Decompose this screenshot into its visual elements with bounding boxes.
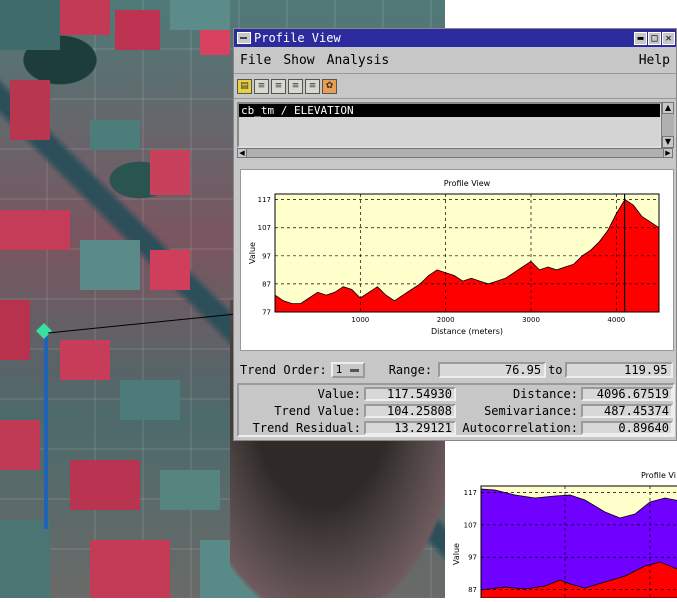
layer-tool-2-icon[interactable]: ≡ — [271, 78, 286, 94]
semivariance-field: 487.45374 — [581, 403, 673, 418]
layer-list-hscroll[interactable]: ◀ ▶ — [237, 148, 673, 158]
x-tick-label: 2000 — [437, 316, 455, 324]
range-max-field[interactable]: 119.95 — [564, 362, 673, 378]
scroll-down-icon[interactable]: ▼ — [662, 136, 674, 148]
scroll-right-icon[interactable]: ▶ — [663, 148, 673, 158]
scroll-up-icon[interactable]: ▲ — [662, 102, 674, 114]
transect-endpoint-marker[interactable] — [36, 323, 52, 339]
profile-chart[interactable]: Profile View 1000 2000 3000 4000 77 87 97 107 117… — [241, 170, 673, 350]
minimize-icon[interactable]: ▬ — [634, 31, 647, 45]
y-tick-label: 117 — [464, 489, 477, 497]
y-tick-label: 97 — [262, 252, 271, 260]
value-label: Value: — [317, 386, 361, 401]
trend-residual-label: Trend Residual: — [252, 420, 361, 435]
trend-value-label: Trend Value: — [274, 403, 361, 418]
layer-list[interactable]: cb_tm / ELEVATION ▲ ▼ — [237, 102, 674, 148]
x-tick-label: 1000 — [351, 316, 369, 324]
window-menu-icon[interactable] — [237, 32, 251, 44]
open-folder-icon[interactable]: ▤ — [237, 78, 252, 94]
menu-show[interactable]: Show — [283, 52, 315, 68]
title-bar[interactable]: Profile View ▬ □ ✕ — [234, 29, 676, 47]
profile-view-window[interactable]: Profile View ▬ □ ✕ File Show Analysis He… — [233, 28, 677, 441]
close-icon[interactable]: ✕ — [662, 31, 675, 45]
chart-title: Profile View — [444, 179, 491, 188]
maximize-icon[interactable]: □ — [648, 31, 661, 45]
menu-help[interactable]: Help — [638, 52, 670, 68]
palette-icon[interactable]: ✿ — [322, 78, 337, 94]
plot-frame — [480, 485, 677, 602]
lower-area — [480, 561, 677, 599]
menu-file[interactable]: File — [240, 52, 272, 68]
layer-tool-4-icon[interactable]: ≡ — [305, 78, 320, 94]
range-min-field[interactable]: 76.95 — [438, 362, 547, 378]
layer-tool-3-icon[interactable]: ≡ — [288, 78, 303, 94]
trend-order-select[interactable]: 1 — [330, 362, 365, 378]
y-tick-label: 117 — [258, 196, 271, 204]
range-to-label: to — [548, 363, 563, 377]
transect-line[interactable] — [44, 333, 48, 529]
y-tick-label: 77 — [262, 309, 271, 317]
statistics-panel: Value: 117.54930 Distance: 4096.67519 Tr… — [237, 383, 675, 437]
y-axis-label: Value — [452, 543, 461, 565]
upper-area — [480, 488, 677, 599]
y-tick-label: 107 — [464, 521, 477, 529]
y-tick-label: 87 — [468, 586, 477, 594]
trend-order-label: Trend Order: — [240, 363, 327, 377]
x-axis-label: Distance (meters) — [431, 327, 503, 336]
chart-title: Profile Vi — [641, 471, 676, 480]
trend-residual-field: 13.29121 — [364, 420, 456, 435]
y-tick-label: 87 — [262, 280, 271, 288]
y-tick-label: 97 — [468, 554, 477, 562]
autocorrelation-label: Autocorrelation: — [462, 420, 578, 435]
layer-tool-1-icon[interactable]: ≡ — [254, 78, 269, 94]
trend-value-field: 104.25808 — [364, 403, 456, 418]
autocorrelation-field: 0.89640 — [581, 420, 673, 435]
semivariance-label: Semivariance: — [484, 403, 578, 418]
x-tick-label: 3000 — [522, 316, 540, 324]
range-label: Range: — [388, 363, 433, 377]
second-profile-chart[interactable]: Profile Vi 87 97 107 117 Value — [445, 462, 677, 602]
plot-frame — [274, 193, 660, 313]
menu-analysis[interactable]: Analysis — [326, 52, 390, 68]
profile-plot-panel[interactable]: Profile View 1000 2000 3000 4000 77 87 97 107 117… — [240, 169, 674, 351]
trend-row: Trend Order: 1 Range: 76.95 to 119.95 — [240, 359, 677, 381]
menu-bar: File Show Analysis Help — [234, 47, 676, 74]
scroll-left-icon[interactable]: ◀ — [237, 148, 247, 158]
toolbar: ▤ ≡ ≡ ≡ ≡ ✿ — [234, 74, 676, 99]
y-tick-label: 107 — [258, 224, 271, 232]
y-axis-label: Value — [248, 242, 257, 264]
layer-list-vscroll[interactable]: ▲ ▼ — [661, 102, 674, 148]
window-title: Profile View — [254, 31, 341, 45]
distance-field: 4096.67519 — [581, 386, 673, 401]
value-field: 117.54930 — [364, 386, 456, 401]
distance-label: Distance: — [512, 386, 578, 401]
x-tick-label: 4000 — [607, 316, 625, 324]
second-profile-panel[interactable]: Profile Vi 87 97 107 117 Value — [445, 462, 677, 602]
layer-list-item[interactable]: cb_tm / ELEVATION — [239, 104, 660, 117]
